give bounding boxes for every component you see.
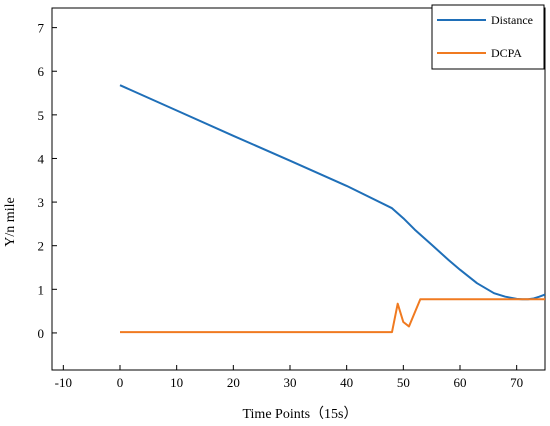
- y-tick-label: 7: [38, 21, 45, 36]
- y-tick-label: 5: [38, 108, 45, 123]
- x-tick-label: 70: [510, 375, 523, 390]
- legend-label-distance: Distance: [491, 13, 533, 27]
- legend-box: [431, 4, 545, 70]
- series-line-dcpa: [120, 298, 545, 334]
- y-tick-label: 6: [38, 64, 45, 79]
- x-tick-label: 60: [454, 375, 467, 390]
- y-tick-label: 2: [38, 239, 45, 254]
- y-tick-label: 4: [38, 151, 45, 166]
- y-axis: 0 1 2 3 4 5 6 7: [38, 21, 57, 341]
- series-layer: [119, 84, 545, 334]
- x-tick-label: 20: [227, 375, 240, 390]
- legend: Distance DCPA: [431, 4, 545, 70]
- y-tick-label: 1: [38, 282, 45, 297]
- x-tick-label: 10: [170, 375, 183, 390]
- x-tick-label: 30: [284, 375, 297, 390]
- x-axis-title: Time Points（15s）: [242, 406, 357, 422]
- x-axis: -10 0 10 20 30 40 50 60 70: [55, 365, 523, 390]
- x-tick-label: 50: [397, 375, 410, 390]
- x-tick-label: 40: [340, 375, 353, 390]
- y-axis-title: Y/n mile: [3, 197, 18, 246]
- x-tick-label: 0: [117, 375, 124, 390]
- x-tick-label: -10: [55, 375, 72, 390]
- legend-label-dcpa: DCPA: [491, 46, 522, 60]
- y-tick-label: 3: [38, 195, 45, 210]
- y-tick-label: 0: [38, 326, 45, 341]
